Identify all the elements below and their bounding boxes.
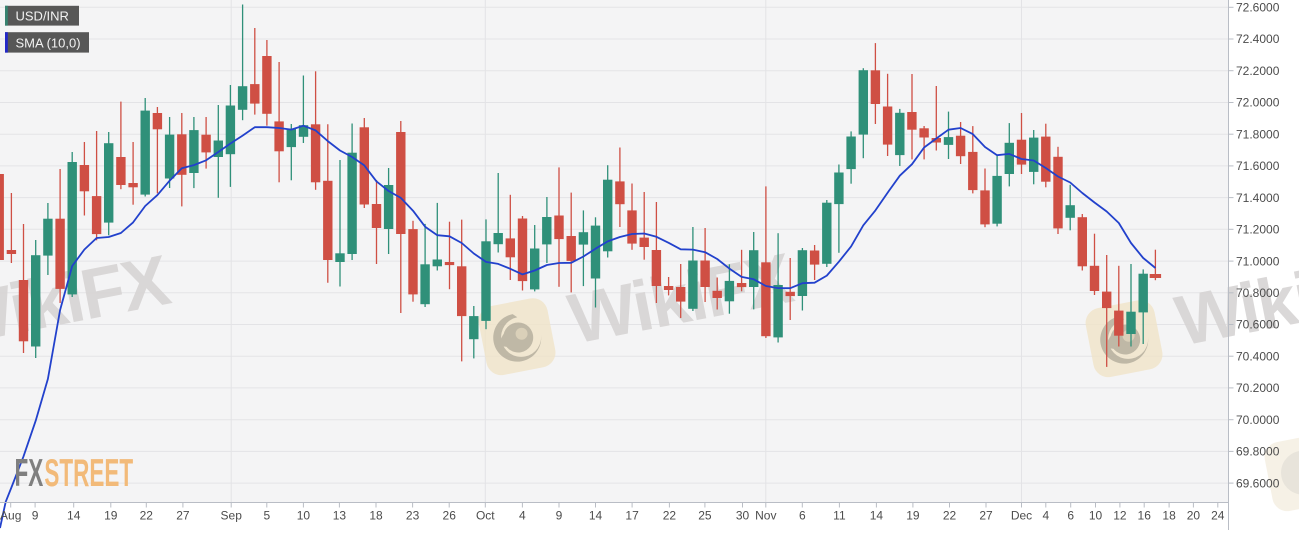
svg-text:Aug: Aug — [0, 509, 21, 523]
svg-text:70.4000: 70.4000 — [1236, 349, 1280, 363]
svg-text:6: 6 — [1067, 509, 1074, 523]
svg-text:71.6000: 71.6000 — [1236, 159, 1280, 173]
svg-text:STREET: STREET — [44, 451, 133, 495]
svg-text:10: 10 — [1089, 509, 1103, 523]
svg-text:19: 19 — [104, 509, 118, 523]
svg-text:22: 22 — [943, 509, 957, 523]
svg-text:USD/INR: USD/INR — [16, 9, 69, 24]
svg-text:Dec: Dec — [1011, 509, 1032, 523]
svg-text:27: 27 — [176, 509, 190, 523]
svg-text:9: 9 — [32, 509, 39, 523]
svg-text:SMA (10,0): SMA (10,0) — [16, 36, 81, 51]
svg-text:23: 23 — [406, 509, 420, 523]
svg-text:70.0000: 70.0000 — [1236, 413, 1280, 427]
svg-text:72.2000: 72.2000 — [1236, 64, 1280, 78]
svg-text:22: 22 — [663, 509, 677, 523]
svg-text:26: 26 — [443, 509, 457, 523]
svg-text:25: 25 — [698, 509, 712, 523]
svg-text:Sep: Sep — [221, 509, 243, 523]
svg-text:72.0000: 72.0000 — [1236, 96, 1280, 110]
svg-text:24: 24 — [1211, 509, 1225, 523]
svg-text:6: 6 — [799, 509, 806, 523]
svg-text:30: 30 — [736, 509, 750, 523]
svg-text:16: 16 — [1138, 509, 1152, 523]
svg-text:72.6000: 72.6000 — [1236, 1, 1280, 15]
svg-text:22: 22 — [140, 509, 154, 523]
svg-text:27: 27 — [979, 509, 993, 523]
svg-text:14: 14 — [67, 509, 81, 523]
svg-text:69.6000: 69.6000 — [1236, 476, 1280, 490]
svg-text:4: 4 — [1042, 509, 1049, 523]
svg-text:70.6000: 70.6000 — [1236, 318, 1280, 332]
svg-text:Nov: Nov — [755, 509, 776, 523]
svg-text:71.2000: 71.2000 — [1236, 223, 1280, 237]
svg-text:9: 9 — [556, 509, 563, 523]
svg-text:69.8000: 69.8000 — [1236, 445, 1280, 459]
svg-text:20: 20 — [1187, 509, 1201, 523]
svg-text:70.2000: 70.2000 — [1236, 381, 1280, 395]
svg-text:71.8000: 71.8000 — [1236, 127, 1280, 141]
svg-text:71.4000: 71.4000 — [1236, 191, 1280, 205]
svg-text:11: 11 — [833, 509, 846, 523]
svg-text:70.8000: 70.8000 — [1236, 286, 1280, 300]
svg-text:71.0000: 71.0000 — [1236, 254, 1280, 268]
svg-text:18: 18 — [369, 509, 383, 523]
svg-text:4: 4 — [519, 509, 526, 523]
svg-text:17: 17 — [625, 509, 639, 523]
svg-text:18: 18 — [1162, 509, 1176, 523]
svg-text:FX: FX — [15, 451, 44, 495]
svg-text:5: 5 — [263, 509, 270, 523]
svg-text:19: 19 — [906, 509, 920, 523]
svg-text:12: 12 — [1113, 509, 1127, 523]
svg-text:14: 14 — [589, 509, 603, 523]
svg-text:72.4000: 72.4000 — [1236, 32, 1280, 46]
svg-text:Oct: Oct — [476, 509, 495, 523]
svg-text:10: 10 — [297, 509, 311, 523]
svg-text:13: 13 — [333, 509, 347, 523]
svg-text:14: 14 — [870, 509, 884, 523]
